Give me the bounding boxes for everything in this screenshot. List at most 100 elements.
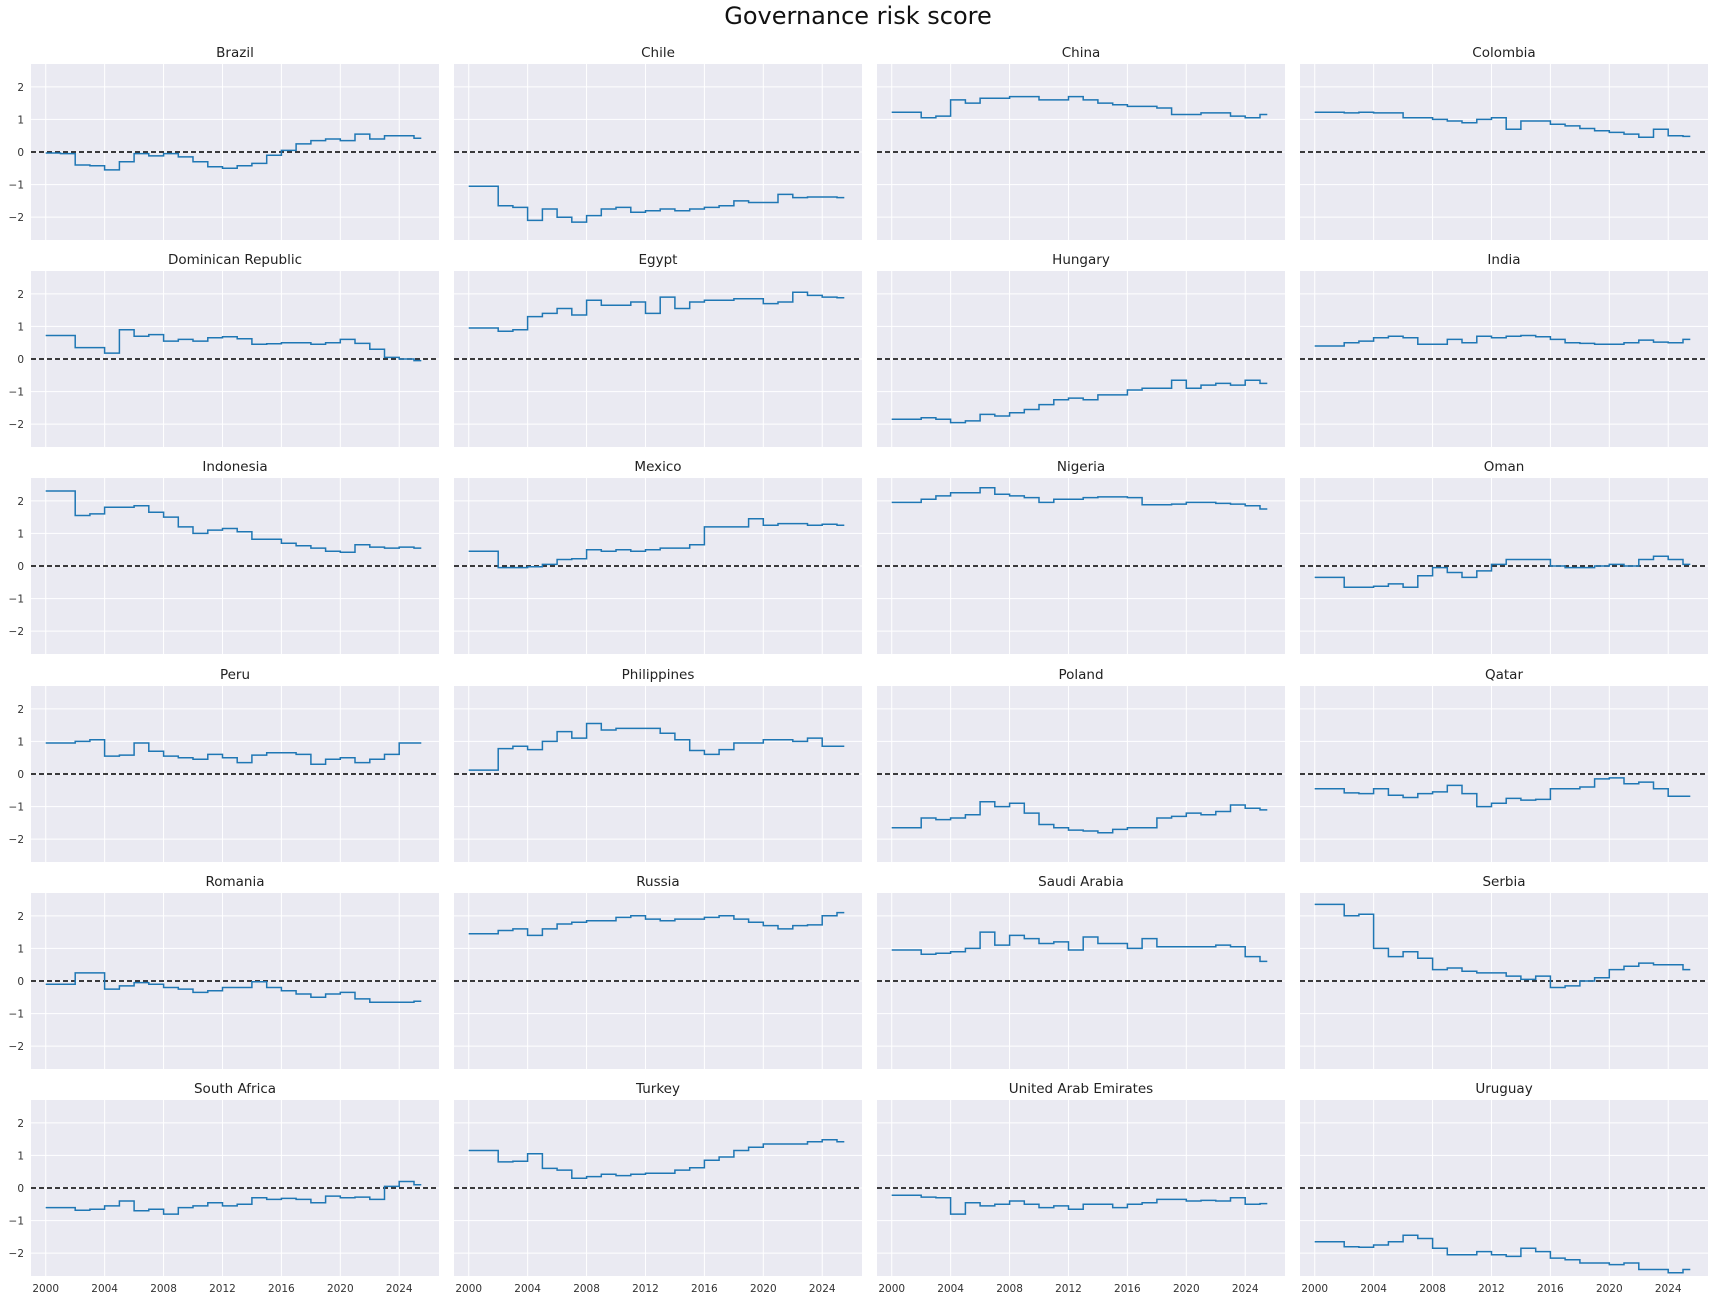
figure-title: Governance risk score <box>724 2 992 30</box>
x-tick-label: 2020 <box>1173 1283 1200 1295</box>
panel-title: Romania <box>205 874 264 890</box>
panel-title: Russia <box>636 874 679 890</box>
x-tick-label: 2012 <box>1055 1283 1082 1295</box>
x-tick-label: 2004 <box>514 1283 541 1295</box>
series-line-peru <box>45 739 422 765</box>
panel-title: Indonesia <box>202 459 267 475</box>
x-tick-label: 2000 <box>1301 1283 1328 1295</box>
panel-russia: Russia <box>454 874 862 1069</box>
panel-china: China <box>877 45 1285 240</box>
panel-title: Egypt <box>639 252 678 268</box>
series-line-colombia <box>1314 111 1691 139</box>
panel-philippines: Philippines <box>454 667 862 862</box>
series-line-uruguay <box>1314 1234 1691 1274</box>
panel-brazil: Brazil −2 −1 0 1 2 <box>9 45 439 240</box>
series-line-hungary <box>891 379 1268 424</box>
panel-chile: Chile <box>454 45 862 240</box>
x-tick-label: 2020 <box>750 1283 777 1295</box>
panel-title: Poland <box>1058 667 1103 683</box>
series-line-nigeria <box>891 487 1268 510</box>
series-line-united-arab-emirates <box>891 1194 1268 1215</box>
panel-united-arab-emirates: United Arab Emirates 2000 2004 2008 2012 2016… <box>877 1081 1285 1295</box>
x-tick-label: 2016 <box>1537 1283 1564 1295</box>
series-line-turkey <box>468 1139 845 1179</box>
panel-title: Brazil <box>216 45 254 61</box>
x-tick-label: 2008 <box>996 1283 1023 1295</box>
x-tick-label: 2024 <box>386 1283 413 1295</box>
series-line-brazil <box>45 133 422 171</box>
x-tick-label: 2008 <box>573 1283 600 1295</box>
panel-title: Chile <box>641 45 675 61</box>
panel-indonesia: Indonesia −2 −1 0 1 2 <box>9 459 439 654</box>
panel-title: Philippines <box>622 667 695 683</box>
panel-title: Qatar <box>1485 667 1523 683</box>
y-tick-label: 1 <box>17 528 24 540</box>
panel-oman: Oman <box>1300 459 1708 654</box>
x-tick-label: 2016 <box>1114 1283 1141 1295</box>
panel-title: United Arab Emirates <box>1009 1081 1153 1097</box>
panel-dominican-republic: Dominican Republic −2 −1 0 1 2 <box>9 252 439 447</box>
panel-title: Nigeria <box>1057 459 1105 475</box>
series-line-saudi-arabia <box>891 931 1268 963</box>
panel-nigeria: Nigeria <box>877 459 1285 654</box>
series-line-india <box>1314 334 1691 347</box>
panel-serbia: Serbia <box>1300 874 1708 1069</box>
panel-romania: Romania −2 −1 0 1 2 <box>9 874 439 1069</box>
x-tick-label: 2020 <box>1596 1283 1623 1295</box>
series-line-egypt <box>468 291 845 333</box>
series-line-mexico <box>468 517 845 569</box>
panel-colombia: Colombia <box>1300 45 1708 240</box>
panel-title: India <box>1487 252 1520 268</box>
y-tick-label: −1 <box>9 387 24 399</box>
y-tick-label: 1 <box>17 943 24 955</box>
y-tick-label: 2 <box>17 82 24 94</box>
panel-title: China <box>1062 45 1101 61</box>
y-tick-label: 2 <box>17 1118 24 1130</box>
series-line-romania <box>45 972 422 1003</box>
panel-title: Hungary <box>1052 252 1110 268</box>
panel-title: Turkey <box>635 1081 680 1097</box>
y-tick-label: −1 <box>9 1009 24 1021</box>
y-tick-label: −2 <box>9 1248 24 1260</box>
x-tick-label: 2000 <box>32 1283 59 1295</box>
panel-title: Serbia <box>1482 874 1525 890</box>
series-line-russia <box>468 911 845 937</box>
y-tick-label: −1 <box>9 180 24 192</box>
x-tick-label: 2012 <box>632 1283 659 1295</box>
y-tick-label: 0 <box>17 354 24 366</box>
series-line-dominican-republic <box>45 328 422 362</box>
y-tick-label: −2 <box>9 419 24 431</box>
y-tick-label: −1 <box>9 594 24 606</box>
x-tick-label: 2020 <box>327 1283 354 1295</box>
series-line-indonesia <box>45 490 422 554</box>
y-tick-label: 1 <box>17 114 24 126</box>
x-tick-label: 2004 <box>937 1283 964 1295</box>
y-tick-label: −2 <box>9 834 24 846</box>
y-tick-label: 1 <box>17 1150 24 1162</box>
x-tick-label: 2012 <box>209 1283 236 1295</box>
series-line-serbia <box>1314 903 1691 989</box>
y-tick-label: 0 <box>17 147 24 159</box>
panel-south-africa: South Africa −2 −1 0 1 2 2000 2004 2008 2012 2016 2… <box>9 1081 439 1295</box>
panel-title: Dominican Republic <box>168 252 302 268</box>
y-tick-label: −1 <box>9 1216 24 1228</box>
series-line-poland <box>891 800 1268 834</box>
y-tick-label: 2 <box>17 911 24 923</box>
y-tick-label: 1 <box>17 736 24 748</box>
y-tick-label: −2 <box>9 212 24 224</box>
series-line-south-africa <box>45 1180 422 1215</box>
x-tick-label: 2016 <box>268 1283 295 1295</box>
x-tick-label: 2000 <box>878 1283 905 1295</box>
panel-title: Oman <box>1484 459 1525 475</box>
y-tick-label: −2 <box>9 626 24 638</box>
series-line-oman <box>1314 555 1691 588</box>
series-line-philippines <box>468 722 845 771</box>
y-tick-label: 2 <box>17 496 24 508</box>
panel-egypt: Egypt <box>454 252 862 447</box>
y-tick-label: 0 <box>17 769 24 781</box>
y-tick-label: 0 <box>17 1183 24 1195</box>
panel-peru: Peru −2 −1 0 1 2 <box>9 667 439 862</box>
series-line-chile <box>468 185 845 223</box>
y-tick-label: 0 <box>17 976 24 988</box>
